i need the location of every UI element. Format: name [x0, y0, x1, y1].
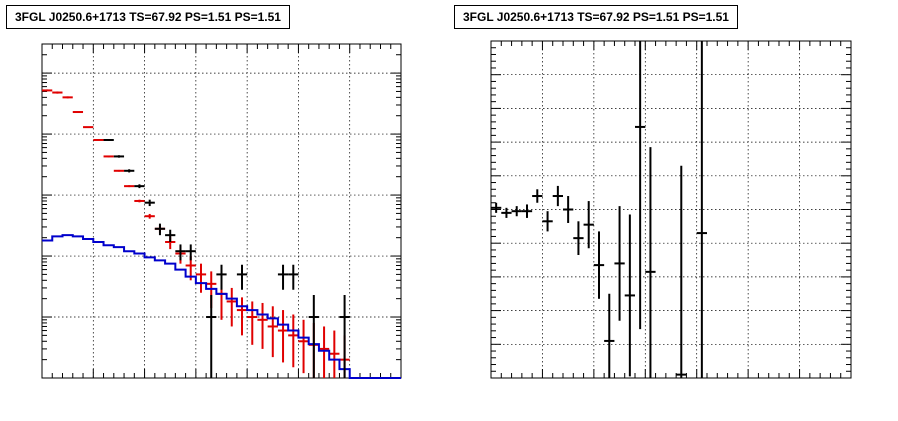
- source-model-line: [42, 234, 401, 379]
- residuals-chart-panel: [490, 40, 852, 379]
- plot-frame: [41, 43, 402, 379]
- right-chart-title: 3FGL J0250.6+1713 TS=67.92 PS=1.51 PS=1.…: [454, 5, 738, 29]
- left-chart-title: 3FGL J0250.6+1713 TS=67.92 PS=1.51 PS=1.…: [6, 5, 290, 29]
- counts-chart-panel: [41, 43, 402, 379]
